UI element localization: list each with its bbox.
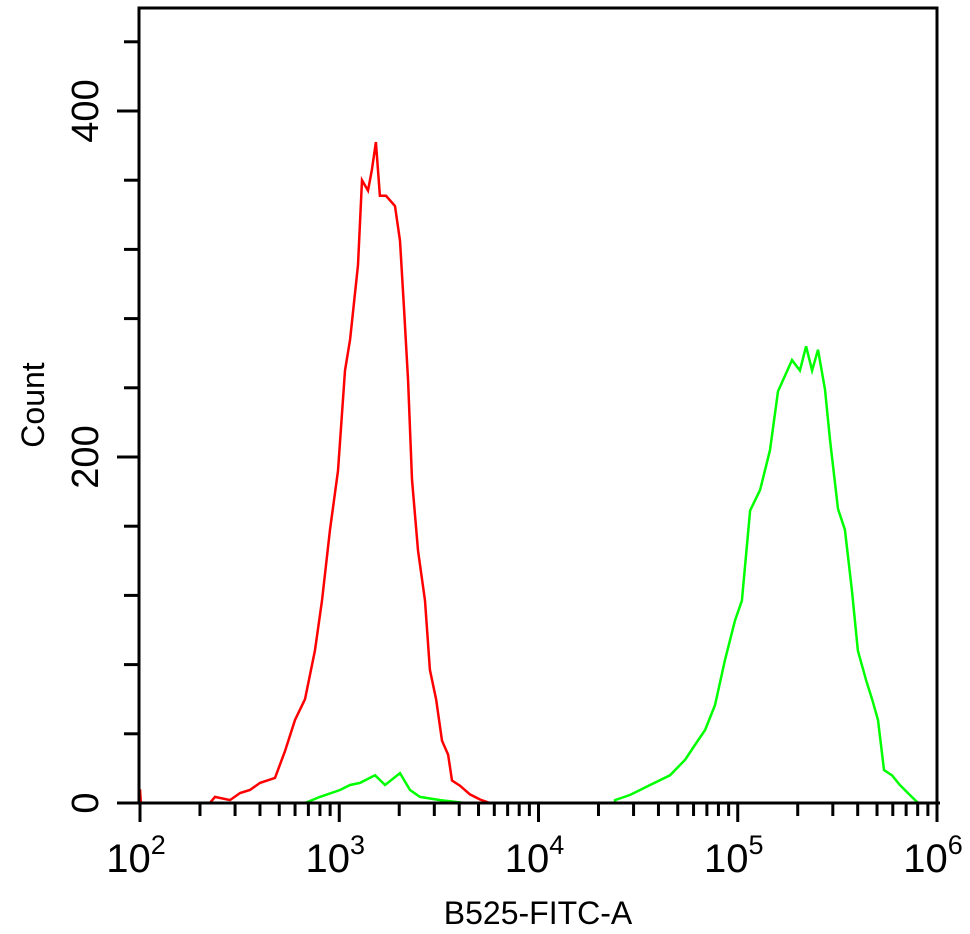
x-tick-base: 10: [505, 837, 550, 881]
x-axis-label: B525-FITC-A: [444, 895, 633, 931]
x-tick-label: 106: [903, 830, 963, 881]
x-tick-label: 104: [505, 830, 565, 881]
y-tick-label: 400: [65, 79, 107, 142]
series-line-red: [138, 141, 491, 805]
axis-ticks: [117, 40, 939, 822]
x-tick-label: 103: [305, 830, 365, 881]
x-tick-base: 10: [305, 837, 350, 881]
x-tick-base: 10: [106, 837, 151, 881]
x-tick-base: 10: [903, 837, 948, 881]
x-tick-exponent: 6: [948, 830, 963, 860]
x-tick-labels: 102 103 104 105 106: [106, 830, 963, 881]
series-line-green: [304, 345, 919, 805]
y-axis-label: Count: [15, 362, 51, 448]
x-tick-label: 102: [106, 830, 166, 881]
x-tick-exponent: 4: [549, 830, 564, 860]
x-tick-exponent: 5: [748, 830, 763, 860]
x-tick-base: 10: [704, 837, 749, 881]
y-tick-label: 0: [65, 792, 107, 813]
plot-frame: [137, 6, 939, 803]
x-tick-label: 105: [704, 830, 764, 881]
series-layer: [138, 141, 919, 805]
x-tick-exponent: 2: [151, 830, 166, 860]
x-tick-exponent: 3: [350, 830, 365, 860]
y-tick-labels: 0 200 400: [65, 79, 107, 813]
y-tick-label: 200: [65, 425, 107, 488]
